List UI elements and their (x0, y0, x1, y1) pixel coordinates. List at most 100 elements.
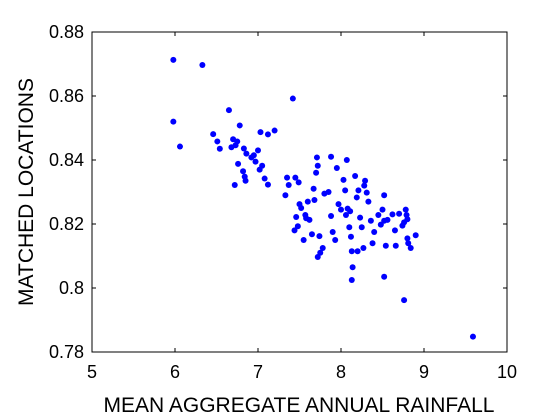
data-point (242, 177, 249, 184)
data-point (347, 233, 354, 240)
data-point (342, 212, 349, 219)
data-point (353, 194, 360, 201)
data-point (176, 143, 183, 150)
y-tick-label: 0.82 (49, 214, 84, 234)
data-point (328, 213, 335, 219)
x-axis-ticks: 5 6 7 8 9 10 (87, 32, 517, 382)
data-point (348, 248, 355, 255)
data-point (365, 198, 372, 205)
data-point (332, 237, 339, 243)
data-point (361, 182, 368, 189)
data-point (252, 158, 259, 165)
data-point (328, 153, 335, 160)
data-point (210, 131, 217, 138)
plot-area (91, 31, 508, 353)
data-point (371, 229, 378, 235)
data-point (469, 333, 476, 340)
data-point (313, 154, 320, 161)
data-point (259, 162, 266, 169)
x-tick-label: 5 (87, 362, 97, 382)
data-point (367, 217, 374, 224)
data-point (236, 122, 243, 129)
y-tick-label: 0.84 (49, 150, 84, 170)
data-point (284, 174, 291, 181)
data-point (347, 208, 354, 215)
y-axis-title: MATCHED LOCATIONS (15, 78, 38, 306)
data-point (357, 214, 364, 221)
data-points (170, 56, 476, 340)
data-point (214, 138, 221, 145)
data-point (310, 185, 317, 192)
data-point (352, 173, 359, 179)
data-point (329, 229, 336, 235)
data-point (340, 176, 347, 183)
y-tick-label: 0.86 (49, 86, 84, 106)
x-tick-label: 7 (253, 362, 263, 382)
data-point (348, 277, 355, 283)
data-point (338, 206, 344, 213)
x-tick-label: 9 (419, 362, 429, 382)
data-point (294, 223, 301, 230)
data-point (292, 174, 299, 181)
data-point (300, 237, 307, 243)
x-axis-title: MEAN AGGREGATE ANNUAL RAINFALL (104, 394, 495, 417)
data-point (240, 168, 247, 175)
y-tick-label: 0.78 (49, 342, 84, 362)
data-point (333, 165, 340, 171)
data-point (402, 206, 409, 213)
data-point (379, 206, 386, 213)
data-point (396, 210, 403, 217)
data-point (375, 212, 382, 219)
data-point (240, 145, 247, 152)
data-point (264, 181, 271, 188)
data-point (261, 175, 268, 182)
data-point (311, 197, 318, 203)
data-point (250, 152, 257, 159)
data-point (405, 240, 412, 247)
data-point (264, 131, 271, 138)
y-tick-label: 0.8 (59, 278, 84, 298)
data-point (362, 177, 369, 184)
data-point (243, 150, 250, 157)
data-point (225, 107, 232, 114)
x-tick-label: 10 (497, 362, 517, 382)
data-point (289, 95, 296, 102)
data-point (170, 118, 177, 125)
data-point (314, 162, 321, 169)
y-axis-ticks: 0.78 0.8 0.82 0.84 0.86 0.88 (49, 22, 507, 362)
data-point (354, 248, 361, 255)
data-point (369, 240, 376, 247)
data-point (257, 129, 264, 136)
data-point (358, 224, 365, 231)
data-point (295, 179, 302, 186)
data-point (170, 56, 177, 63)
data-point (231, 181, 238, 188)
data-point (271, 127, 278, 134)
data-point (232, 142, 239, 149)
data-point (346, 224, 353, 231)
data-point (389, 211, 396, 218)
data-point (391, 227, 398, 234)
data-point (355, 187, 362, 194)
data-point (412, 232, 419, 239)
data-point (304, 198, 311, 205)
data-point (291, 227, 298, 234)
data-point (313, 169, 320, 176)
data-point (382, 242, 389, 249)
data-point (325, 189, 332, 195)
data-point (381, 273, 388, 280)
data-point (404, 216, 411, 223)
data-point (235, 160, 242, 167)
data-point (306, 216, 313, 223)
x-tick-label: 6 (170, 362, 180, 382)
data-point (363, 189, 370, 196)
data-point (285, 181, 292, 188)
data-point (316, 233, 323, 240)
data-point (298, 205, 305, 211)
y-tick-label: 0.88 (49, 22, 84, 42)
data-point (342, 187, 349, 194)
data-point (293, 213, 300, 220)
data-point (199, 61, 206, 68)
data-point (349, 264, 356, 271)
